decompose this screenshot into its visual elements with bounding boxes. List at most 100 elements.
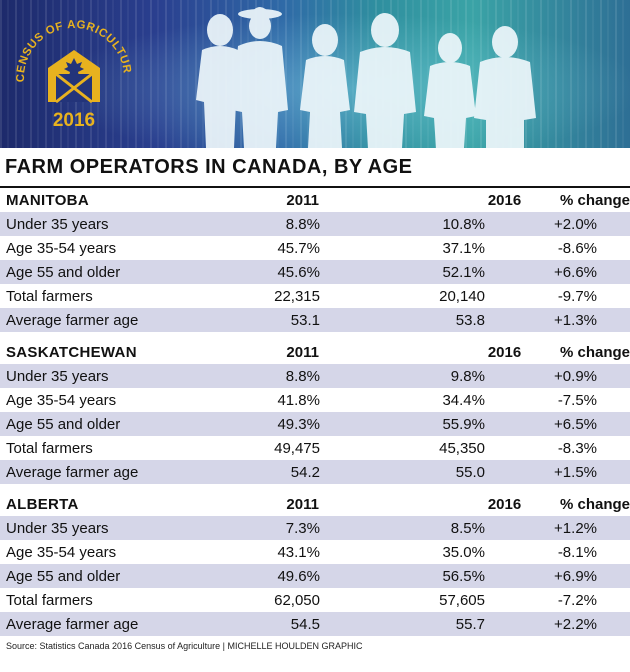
table-row: Age 55 and older 49.6% 56.5% +6.9% <box>0 564 630 588</box>
table-row: Age 35-54 years 45.7% 37.1% -8.6% <box>0 236 630 260</box>
census-logo: CENSUS OF AGRICULTURE 2016 <box>6 6 132 131</box>
value-change: +1.5% <box>554 463 597 481</box>
col-2011-header: 2011 <box>286 495 319 513</box>
value-change: -7.2% <box>557 591 597 609</box>
row-label: Total farmers <box>6 439 93 457</box>
value-change: +2.0% <box>554 215 597 233</box>
header-banner: CENSUS OF AGRICULTURE 2016 <box>0 0 630 148</box>
col-2016-header: 2016 <box>487 495 522 513</box>
row-label: Total farmers <box>6 591 93 609</box>
col-2016-header: 2016 <box>487 191 522 209</box>
row-label: Average farmer age <box>6 615 139 633</box>
value-2011: 45.6% <box>277 263 320 281</box>
value-change: +1.2% <box>554 519 597 537</box>
value-2016: 55.0 <box>455 463 485 481</box>
table-row: Age 55 and older 49.3% 55.9% +6.5% <box>0 412 630 436</box>
value-2011: 53.1 <box>290 311 320 329</box>
value-2016: 10.8% <box>442 215 485 233</box>
value-2011: 54.5 <box>290 615 320 633</box>
value-change: -7.5% <box>557 391 597 409</box>
value-2011: 54.2 <box>290 463 320 481</box>
table-row: Average farmer age 53.1 53.8 +1.3% <box>0 308 630 332</box>
value-2016: 57,605 <box>439 591 485 609</box>
col-change-header: % change <box>559 191 630 209</box>
value-2011: 8.8% <box>285 367 320 385</box>
table-row: Under 35 years 7.3% 8.5% +1.2% <box>0 516 630 540</box>
value-change: -8.3% <box>557 439 597 457</box>
value-2016: 52.1% <box>442 263 485 281</box>
value-2016: 56.5% <box>442 567 485 585</box>
table-row: Age 35-54 years 43.1% 35.0% -8.1% <box>0 540 630 564</box>
section-header: MANITOBA 2011 2016 % change <box>0 188 630 212</box>
section-saskatchewan: SASKATCHEWAN 2011 2016 % change Under 35… <box>0 340 630 484</box>
row-label: Age 55 and older <box>6 415 121 433</box>
silhouette-person <box>196 14 244 148</box>
value-change: +6.6% <box>554 263 597 281</box>
section-gap <box>0 332 630 340</box>
value-2011: 62,050 <box>274 591 320 609</box>
province-name: ALBERTA <box>6 495 79 513</box>
silhouette-person <box>300 24 350 148</box>
title-row: FARM OPERATORS IN CANADA, BY AGE <box>0 148 630 188</box>
silhouette-person <box>474 26 536 148</box>
page-title: FARM OPERATORS IN CANADA, BY AGE <box>5 155 413 178</box>
col-2011-header: 2011 <box>286 191 319 209</box>
col-change-header: % change <box>559 495 630 513</box>
value-2011: 41.8% <box>277 391 320 409</box>
value-2016: 9.8% <box>450 367 485 385</box>
value-2016: 34.4% <box>442 391 485 409</box>
farmers-silhouettes <box>196 7 536 148</box>
value-change: -8.6% <box>557 239 597 257</box>
table-row: Average farmer age 54.5 55.7 +2.2% <box>0 612 630 636</box>
value-2016: 37.1% <box>442 239 485 257</box>
row-label: Under 35 years <box>6 367 109 385</box>
value-2011: 8.8% <box>285 215 320 233</box>
row-label: Total farmers <box>6 287 93 305</box>
col-change-header: % change <box>559 343 630 361</box>
value-change: +6.5% <box>554 415 597 433</box>
value-2016: 8.5% <box>450 519 485 537</box>
col-2011-header: 2011 <box>286 343 319 361</box>
province-name: SASKATCHEWAN <box>6 343 137 361</box>
value-2016: 55.7 <box>455 615 485 633</box>
value-change: +6.9% <box>554 567 597 585</box>
table-row: Under 35 years 8.8% 9.8% +0.9% <box>0 364 630 388</box>
value-2016: 20,140 <box>439 287 485 305</box>
silhouette-person <box>354 13 416 148</box>
row-label: Age 35-54 years <box>6 543 117 561</box>
silhouette-person <box>232 7 288 148</box>
value-2016: 45,350 <box>439 439 485 457</box>
value-2011: 49.6% <box>277 567 320 585</box>
value-change: +2.2% <box>554 615 597 633</box>
silhouette-person <box>424 33 476 148</box>
row-label: Average farmer age <box>6 463 139 481</box>
logo-year: 2016 <box>53 110 95 131</box>
col-2016-header: 2016 <box>487 343 522 361</box>
row-label: Under 35 years <box>6 519 109 537</box>
value-2011: 22,315 <box>274 287 320 305</box>
section-gap <box>0 484 630 492</box>
value-change: +1.3% <box>554 311 597 329</box>
province-name: MANITOBA <box>6 191 89 209</box>
row-label: Age 35-54 years <box>6 239 117 257</box>
section-header: SASKATCHEWAN 2011 2016 % change <box>0 340 630 364</box>
row-label: Age 35-54 years <box>6 391 117 409</box>
row-label: Under 35 years <box>6 215 109 233</box>
value-2011: 43.1% <box>277 543 320 561</box>
table-row: Age 35-54 years 41.8% 34.4% -7.5% <box>0 388 630 412</box>
value-2016: 35.0% <box>442 543 485 561</box>
table-row: Age 55 and older 45.6% 52.1% +6.6% <box>0 260 630 284</box>
value-2011: 49,475 <box>274 439 320 457</box>
value-2011: 49.3% <box>277 415 320 433</box>
barn-icon <box>48 50 100 104</box>
section-header: ALBERTA 2011 2016 % change <box>0 492 630 516</box>
table-row: Under 35 years 8.8% 10.8% +2.0% <box>0 212 630 236</box>
value-2016: 53.8 <box>455 311 485 329</box>
table-row: Total farmers 49,475 45,350 -8.3% <box>0 436 630 460</box>
section-alberta: ALBERTA 2011 2016 % change Under 35 year… <box>0 492 630 636</box>
row-label: Age 55 and older <box>6 263 121 281</box>
value-2011: 45.7% <box>277 239 320 257</box>
section-manitoba: MANITOBA 2011 2016 % change Under 35 yea… <box>0 188 630 332</box>
source-credit: Source: Statistics Canada 2016 Census of… <box>6 641 363 651</box>
value-change: +0.9% <box>554 367 597 385</box>
